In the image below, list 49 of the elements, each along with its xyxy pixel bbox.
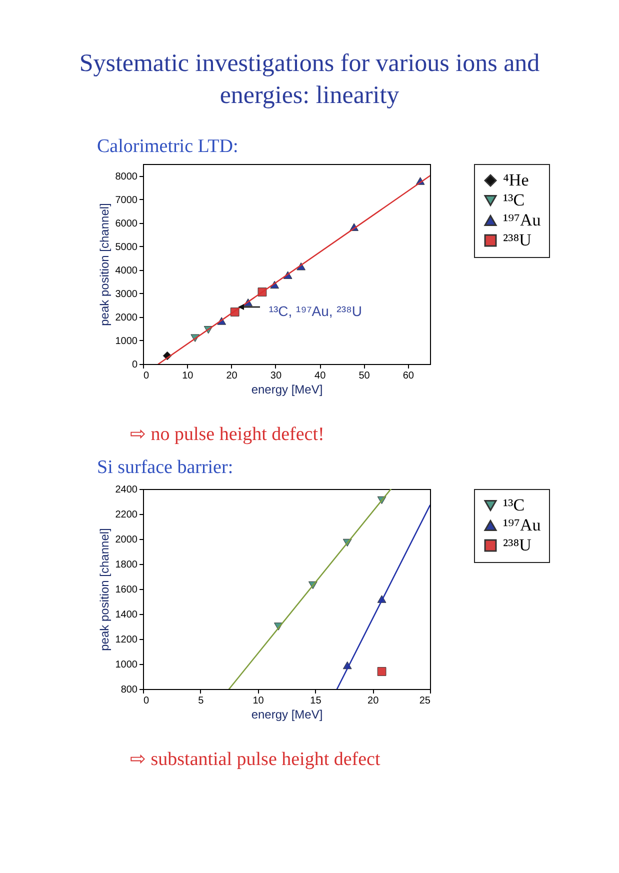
x-tick-label: 30	[270, 370, 282, 382]
annotation: ¹³C, ¹⁹⁷Au, ²³⁸U	[268, 303, 362, 319]
x-tick-label: 60	[402, 370, 414, 382]
x-tick-label: 40	[314, 370, 326, 382]
y-axis-title: peak position [channel]	[97, 203, 112, 326]
x-tick-label: 50	[358, 370, 370, 382]
x-tick-label: 20	[368, 696, 380, 706]
legend-label: ²³⁸U	[503, 536, 532, 554]
x-tick-label: 25	[419, 696, 431, 706]
y-tick-label: 1800	[115, 560, 138, 570]
y-tick-label: 1000	[115, 660, 138, 670]
y-tick-label: 7000	[115, 194, 138, 206]
y-axis-title: peak position [channel]	[97, 528, 112, 651]
x-tick-label: 15	[310, 696, 322, 706]
legend-label: ²³⁸U	[503, 230, 532, 250]
legend-label: ¹³C	[503, 190, 525, 210]
x-axis-title: energy [MeV]	[251, 708, 323, 722]
y-tick-label: 2400	[115, 484, 138, 496]
x-tick-label: 0	[144, 696, 150, 706]
chart-title: Systematic investigations for various ions and energies: linearity	[78, 49, 541, 111]
legend-label: ⁴He	[503, 170, 529, 190]
y-tick-label: 6000	[115, 218, 138, 230]
y-tick-label: 2000	[115, 534, 138, 546]
y-tick-label: 2200	[115, 510, 138, 520]
x-tick-label: 20	[226, 370, 238, 382]
x-axis-title: energy [MeV]	[251, 382, 323, 396]
y-tick-label: 8000	[115, 171, 138, 182]
y-tick-label: 3000	[115, 288, 138, 300]
y-tick-label: 1200	[115, 634, 138, 646]
chart-subtitle: Si surface barrier:	[97, 457, 234, 479]
legend-label: ¹⁹⁷Au	[503, 516, 542, 534]
y-tick-label: 0	[132, 360, 138, 370]
x-tick-label: 0	[144, 370, 150, 382]
legend-label: ¹⁹⁷Au	[503, 210, 542, 230]
chart-subtitle: Calorimetric LTD:	[97, 136, 240, 158]
legend-label: ¹³C	[503, 496, 525, 514]
point	[377, 667, 386, 676]
y-tick-label: 4000	[115, 265, 138, 276]
x-tick-label: 5	[198, 696, 204, 706]
text: ⇨ substantial pulse height defect	[130, 748, 382, 771]
y-tick-label: 1000	[115, 336, 138, 347]
y-tick-label: 2000	[115, 312, 138, 324]
y-tick-label: 1600	[115, 584, 138, 596]
y-tick-label: 800	[120, 684, 138, 696]
x-tick-label: 10	[182, 370, 194, 382]
text: ⇨ no pulse height defect!	[130, 423, 326, 446]
y-tick-label: 5000	[115, 242, 138, 253]
y-tick-label: 1400	[115, 610, 138, 620]
x-tick-label: 10	[252, 696, 264, 706]
